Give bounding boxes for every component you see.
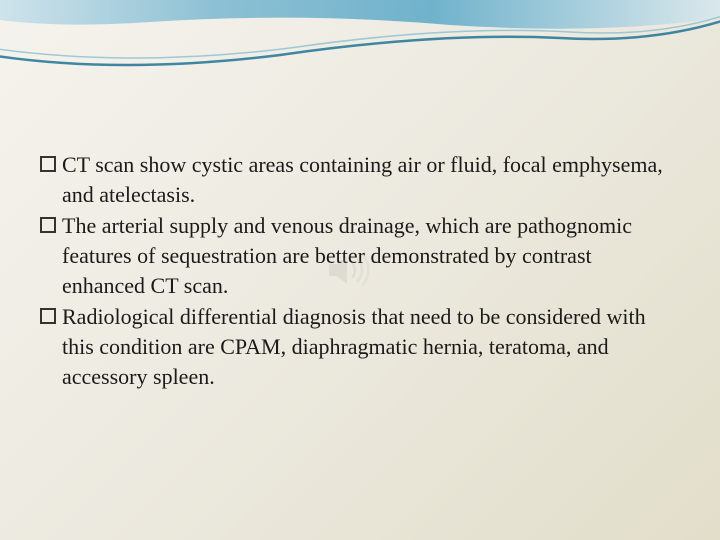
bullet-text: The arterial supply and venous drainage,… (62, 211, 680, 300)
bullet-marker-icon (40, 308, 56, 324)
bullet-text: CT scan show cystic areas containing air… (62, 150, 680, 209)
bullet-text: Radiological differential diagnosis that… (62, 302, 680, 391)
bullet-item: CT scan show cystic areas containing air… (40, 150, 680, 209)
slide-body: CT scan show cystic areas containing air… (40, 150, 680, 394)
decorative-wave-header (0, 0, 720, 90)
wave-svg (0, 0, 720, 100)
bullet-item: The arterial supply and venous drainage,… (40, 211, 680, 300)
bullet-marker-icon (40, 156, 56, 172)
bullet-item: Radiological differential diagnosis that… (40, 302, 680, 391)
bullet-marker-icon (40, 217, 56, 233)
